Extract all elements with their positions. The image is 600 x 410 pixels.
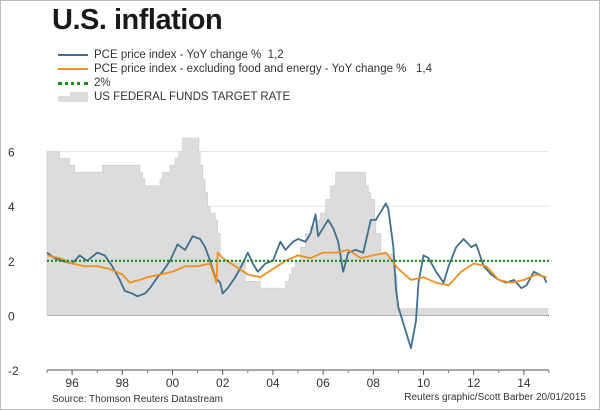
fed-funds-area-layer xyxy=(46,137,549,316)
x-tick-label: 00 xyxy=(166,376,180,390)
dotted-line-swatch xyxy=(58,82,88,85)
x-tick-label: 98 xyxy=(116,376,130,390)
legend-label-core-pce: PCE price index - excluding food and ene… xyxy=(94,63,432,75)
legend-swatch-fed-funds xyxy=(58,91,88,103)
chart-title: U.S. inflation xyxy=(52,4,223,36)
x-tick-label: 02 xyxy=(216,376,230,390)
legend-item-pce: PCE price index - YoY change % 1,2 xyxy=(58,48,432,62)
x-tick-label: 14 xyxy=(517,376,531,390)
pce-line xyxy=(46,202,548,350)
series-line-layer xyxy=(46,202,549,350)
legend-swatch-core-pce xyxy=(58,63,88,75)
legend-label-fed-funds: US FEDERAL FUNDS TARGET RATE xyxy=(94,91,291,103)
credit-note: Reuters graphic/Scott Barber 20/01/2015 xyxy=(404,392,586,403)
legend-swatch-pce xyxy=(58,49,88,61)
x-tick-label: 96 xyxy=(65,376,79,390)
legend-item-core-pce: PCE price index - excluding food and ene… xyxy=(58,62,432,76)
y-tick-label: -2 xyxy=(8,364,19,378)
x-tick-label: 12 xyxy=(467,376,481,390)
y-tick-label: 4 xyxy=(8,200,15,214)
x-tick-label: 06 xyxy=(316,376,330,390)
legend-label-two-percent: 2% xyxy=(94,77,111,89)
legend-swatch-two-percent xyxy=(58,77,88,89)
y-tick-label: 0 xyxy=(8,309,15,323)
legend-item-two-percent: 2% xyxy=(58,76,432,90)
legend-item-fed-funds: US FEDERAL FUNDS TARGET RATE xyxy=(58,90,432,104)
x-tick-label: 04 xyxy=(266,376,280,390)
area-swatch xyxy=(58,92,88,102)
source-note: Source: Thomson Reuters Datastream xyxy=(52,394,224,405)
y-tick-label: 6 xyxy=(8,146,15,160)
legend-label-pce: PCE price index - YoY change % 1,2 xyxy=(94,49,284,61)
y-tick-label: 2 xyxy=(8,255,15,269)
pce-line-swatch xyxy=(58,54,88,56)
fed-funds-area xyxy=(46,137,549,316)
x-tick-label: 08 xyxy=(367,376,381,390)
core-pce-line-swatch xyxy=(58,68,88,70)
x-tick-label: 10 xyxy=(417,376,431,390)
core-pce-line xyxy=(46,249,547,287)
legend: PCE price index - YoY change % 1,2 PCE p… xyxy=(58,48,432,104)
